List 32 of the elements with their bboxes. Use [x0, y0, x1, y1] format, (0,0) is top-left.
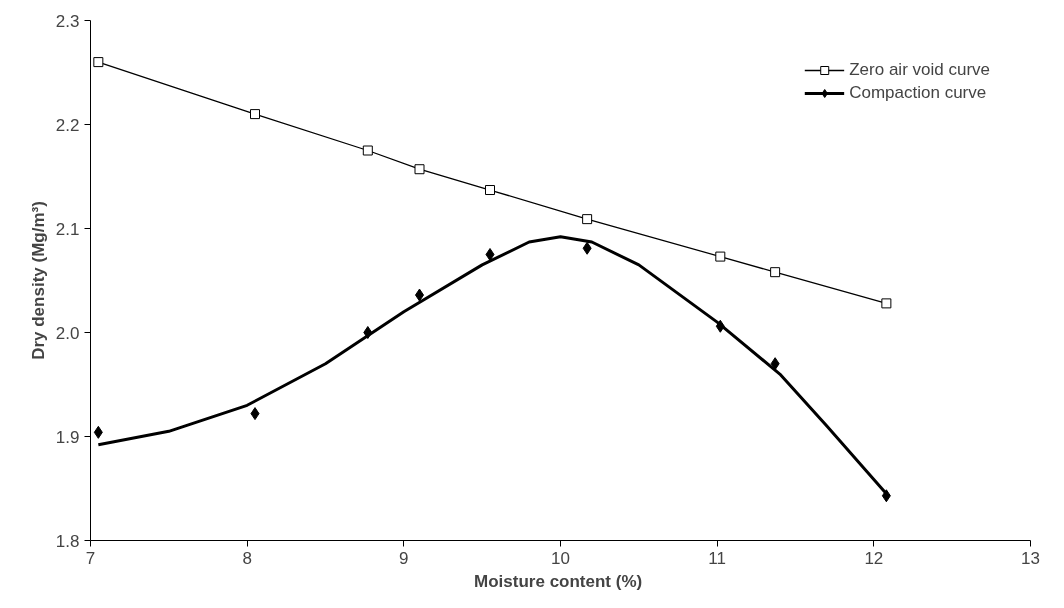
point — [881, 298, 892, 309]
point — [770, 357, 780, 371]
y-tick-label: 2.2 — [55, 115, 80, 135]
y-tick-label: 1.8 — [55, 531, 80, 551]
point — [362, 145, 373, 156]
legend-label: Zero air void curve — [849, 60, 990, 80]
point — [582, 241, 592, 255]
point — [582, 214, 593, 225]
point — [93, 57, 104, 68]
legend-label: Compaction curve — [849, 83, 987, 103]
point — [93, 425, 103, 439]
point — [770, 267, 781, 278]
x-tick-label: 13 — [1021, 548, 1040, 568]
x-tick-label: 8 — [242, 548, 252, 568]
x-tick-label: 12 — [864, 548, 884, 568]
point — [250, 109, 260, 120]
point — [881, 489, 891, 503]
y-axis-title: Dry density (Mg/m³) — [28, 201, 48, 360]
y-tick-label: 2.1 — [55, 219, 80, 239]
x-tick-label: 10 — [551, 548, 570, 568]
point — [485, 248, 495, 261]
y-tick-label: 1.9 — [55, 427, 80, 447]
x-tick-label: 9 — [399, 548, 409, 568]
x-tick-label: 7 — [85, 548, 96, 568]
point — [250, 407, 260, 421]
point — [485, 185, 495, 196]
x-axis-title: Moisture content (%) — [474, 571, 643, 591]
y-tick-label: 2.0 — [55, 323, 80, 343]
x-tick-label: 11 — [708, 548, 726, 568]
point — [715, 251, 726, 262]
y-tick-label: 2.3 — [55, 11, 80, 31]
point — [414, 164, 425, 175]
